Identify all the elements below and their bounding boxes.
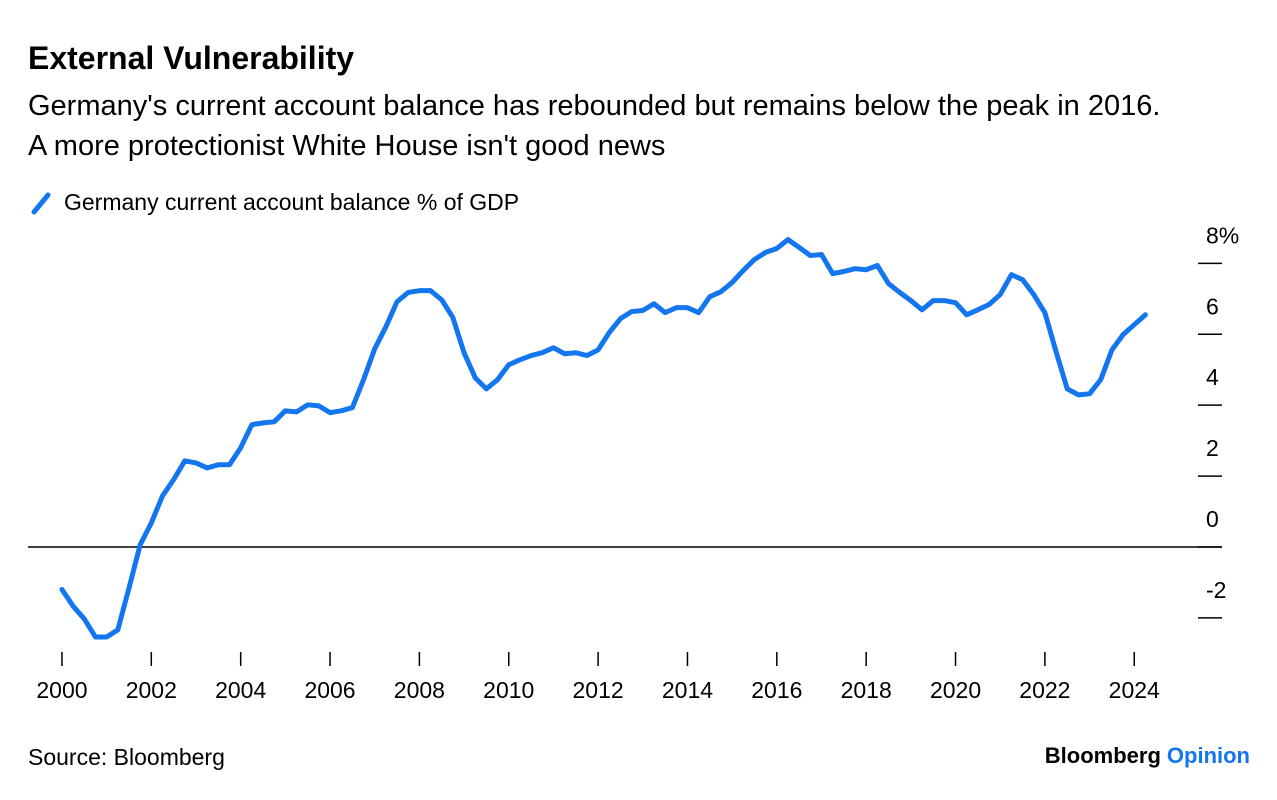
legend-label: Germany current account balance % of GDP <box>64 189 519 215</box>
y-tick-label: 8% <box>1206 222 1239 248</box>
x-tick-label: 2010 <box>483 677 534 703</box>
y-tick-label: -2 <box>1206 577 1226 603</box>
x-tick-label: 2014 <box>662 677 713 703</box>
brand: Bloomberg Opinion <box>1045 743 1250 768</box>
y-tick-label: 4 <box>1206 364 1219 390</box>
x-tick-label: 2002 <box>126 677 177 703</box>
brand-suffix: Opinion <box>1167 743 1250 768</box>
source: Source: Bloomberg <box>28 744 225 770</box>
y-tick-label: 0 <box>1206 506 1219 532</box>
x-tick-label: 2008 <box>394 677 445 703</box>
x-tick-label: 2024 <box>1109 677 1160 703</box>
x-tick-label: 2020 <box>930 677 981 703</box>
chart-title: External Vulnerability <box>28 40 355 76</box>
legend-swatch <box>31 192 51 215</box>
y-tick-label: 6 <box>1206 293 1219 319</box>
x-tick-label: 2012 <box>573 677 624 703</box>
chart-subtitle: Germany's current account balance has re… <box>28 90 1161 162</box>
x-tick-label: 2000 <box>36 677 87 703</box>
x-tick-label: 2006 <box>304 677 355 703</box>
line-series <box>59 237 1148 640</box>
x-tick-label: 2004 <box>215 677 266 703</box>
brand-name: Bloomberg <box>1045 743 1161 768</box>
x-tick-label: 2022 <box>1019 677 1070 703</box>
x-tick-label: 2018 <box>841 677 892 703</box>
x-tick-label: 2016 <box>751 677 802 703</box>
y-tick-label: 2 <box>1206 435 1219 461</box>
